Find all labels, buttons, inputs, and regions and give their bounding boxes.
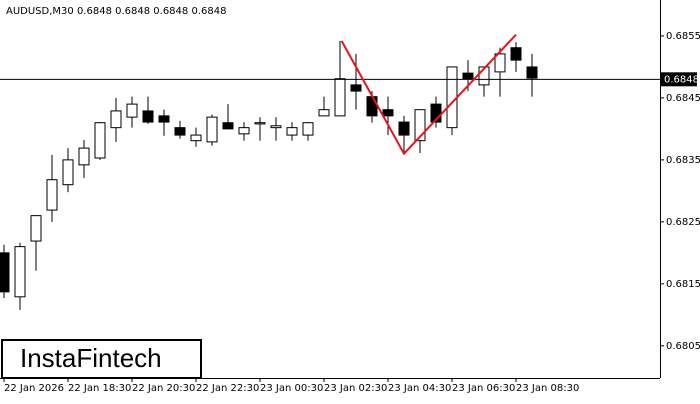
candle-body [222, 122, 234, 130]
candle-body [446, 66, 458, 129]
candle-body [142, 110, 154, 123]
x-tick-label: 23 Jan 04:30 [388, 383, 451, 394]
candle-body [398, 121, 410, 136]
candle-body [110, 110, 122, 129]
price-label: 0.6848 [664, 74, 699, 85]
chart-title: AUDUSD,M30 0.6848 0.6848 0.6848 0.6848 [6, 6, 226, 17]
candle-body [14, 246, 26, 298]
x-tick-label: 23 Jan 06:30 [452, 383, 515, 394]
candle-body [158, 115, 170, 123]
candle-body [30, 215, 42, 242]
candle-body [286, 127, 298, 136]
y-tick-label: 0.6845 [666, 93, 700, 104]
candle-body [302, 122, 314, 136]
x-tick-label: 22 Jan 2026 [4, 383, 64, 394]
candle-body [0, 252, 10, 293]
y-tick-label: 0.6815 [666, 279, 700, 290]
x-tick-label: 22 Jan 22:30 [196, 383, 259, 394]
x-tick-label: 22 Jan 20:30 [132, 383, 195, 394]
y-tick-label: 0.6805 [666, 341, 700, 352]
candle-body [94, 122, 106, 159]
candle-body [254, 122, 266, 125]
x-tick-label: 23 Jan 02:30 [324, 383, 387, 394]
x-tick-label: 23 Jan 08:30 [516, 383, 579, 394]
logo: InstaFintech [20, 343, 162, 373]
candle-body [366, 96, 378, 117]
candle-body [238, 127, 250, 135]
candle-body [206, 116, 218, 143]
candle-body [46, 179, 58, 211]
y-tick-label: 0.6825 [666, 217, 700, 228]
candle-body [126, 103, 138, 118]
logo-box [1, 339, 202, 379]
y-tick-label: 0.6835 [666, 155, 700, 166]
candle-body [190, 134, 202, 142]
candle-body [270, 125, 282, 129]
candle-body [350, 84, 362, 92]
candle-body [510, 47, 522, 61]
candle-body [334, 78, 346, 117]
candle-body [174, 127, 186, 136]
x-tick-label: 22 Jan 18:30 [68, 383, 131, 394]
candle-body [414, 109, 426, 142]
candle-body [494, 53, 506, 73]
candle-body [478, 66, 490, 86]
candle-body [318, 109, 330, 117]
price-label-box [661, 72, 697, 87]
y-tick-label: 0.6855 [666, 31, 700, 42]
candle-body [462, 72, 474, 80]
candle-body [78, 147, 90, 166]
candle-body [382, 109, 394, 117]
candle-body [526, 66, 538, 79]
x-tick-label: 23 Jan 00:30 [260, 383, 323, 394]
pattern-line [340, 34, 517, 156]
candle-body [62, 159, 74, 186]
